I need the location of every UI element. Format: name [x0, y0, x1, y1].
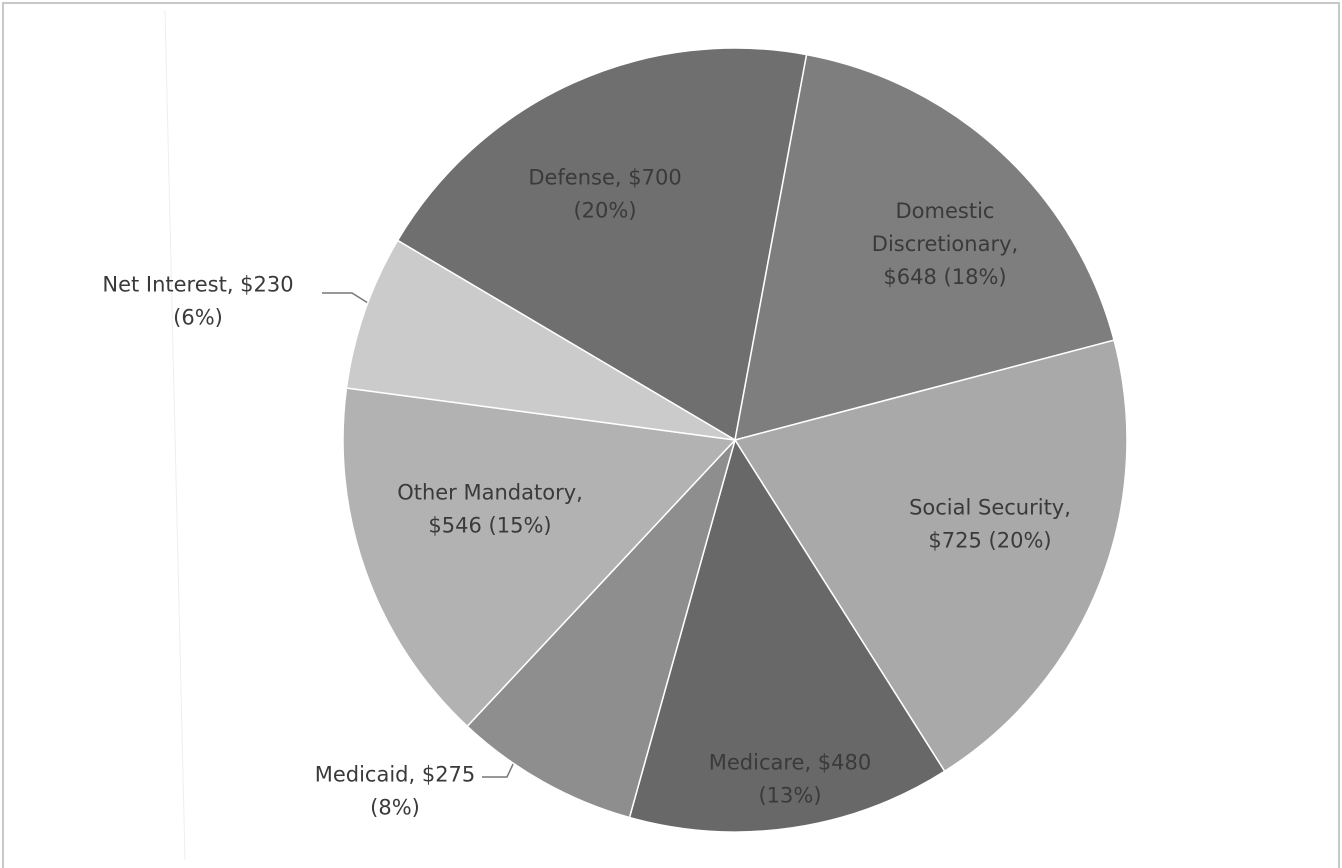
data-label: Net Interest, $230 [102, 273, 293, 297]
pie-slice [734, 53, 1115, 442]
data-label: (20%) [573, 199, 636, 223]
pie-slice [466, 439, 736, 819]
scan-line [164, 9, 186, 861]
pie-slice [733, 339, 1128, 773]
data-label: (13%) [758, 784, 821, 808]
data-label: $648 (18%) [883, 265, 1006, 289]
pie-slice [342, 387, 737, 728]
data-label: $725 (20%) [928, 529, 1051, 553]
data-label: $546 (15%) [428, 514, 551, 538]
data-label: Discretionary, [872, 232, 1018, 256]
data-label: Social Security, [909, 496, 1071, 520]
data-label: Other Mandatory, [397, 481, 583, 505]
pie-slice [396, 47, 808, 442]
data-label: Medicare, $480 [709, 751, 872, 775]
data-label: (8%) [370, 796, 420, 820]
data-label: Medicaid, $275 [315, 763, 476, 787]
data-label: (6%) [173, 306, 223, 330]
pie-slice [345, 239, 736, 441]
data-label: Defense, $700 [528, 166, 681, 190]
data-label: Domestic [896, 199, 995, 223]
leader-line [322, 292, 369, 304]
